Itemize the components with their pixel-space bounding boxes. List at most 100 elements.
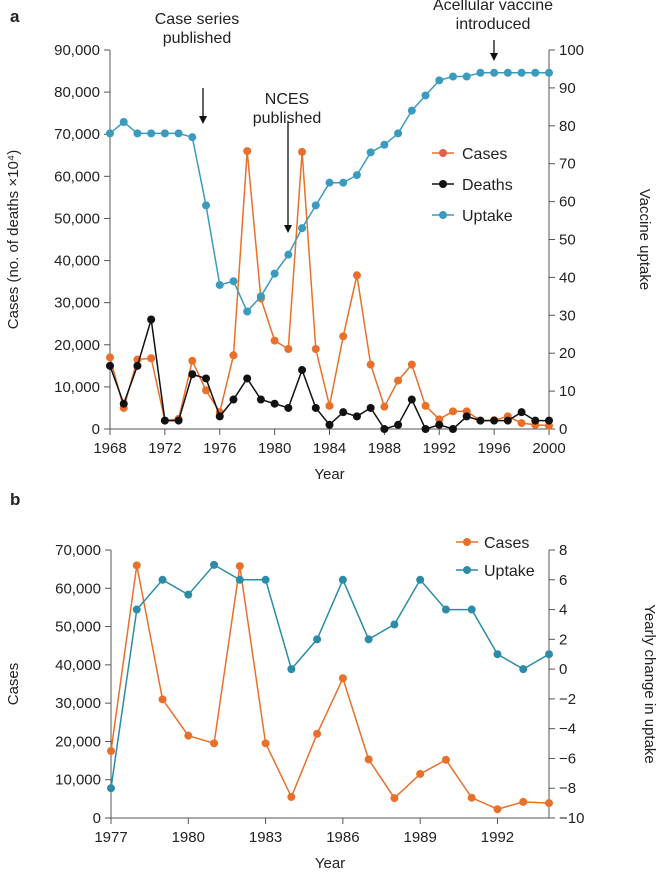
y-right-tick-label: 60: [559, 194, 576, 211]
legend-marker: [463, 538, 471, 546]
data-point-uptake: [119, 118, 128, 127]
data-point-uptake: [158, 575, 167, 584]
y-right-tick-label: 8: [559, 542, 567, 559]
data-point-uptake: [493, 650, 502, 659]
y-right-tick-label: 100: [559, 42, 584, 59]
data-point-uptake: [339, 178, 348, 187]
y-tick-label: 90,000: [54, 42, 100, 59]
legend-label: Cases: [462, 146, 507, 163]
arrow-down-icon: [284, 225, 292, 233]
legend: Cases Uptake: [456, 535, 535, 580]
data-point-deaths: [270, 399, 279, 408]
data-point-deaths: [106, 361, 114, 370]
data-point-uptake: [338, 575, 347, 584]
annotation-text: Case series: [155, 11, 239, 28]
data-point-cases: [106, 353, 114, 362]
data-point-uptake: [106, 129, 114, 138]
y-right-tick-label: 0: [559, 421, 567, 438]
data-point-uptake: [394, 129, 403, 138]
data-point-cases: [366, 360, 375, 369]
data-point-cases: [390, 794, 399, 803]
data-point-cases: [202, 386, 211, 395]
data-point-uptake: [476, 68, 485, 77]
y-axis-label: Cases: [5, 663, 22, 706]
data-point-cases: [517, 419, 526, 428]
data-point-deaths: [503, 416, 512, 425]
x-tick-label: 1986: [326, 829, 359, 846]
data-point-cases: [270, 336, 279, 345]
data-point-deaths: [394, 420, 403, 429]
data-point-uptake: [184, 590, 193, 599]
y-right-tick-label: −6: [559, 750, 576, 767]
arrow-down-icon: [199, 116, 207, 124]
y-tick-label: 30,000: [54, 295, 100, 312]
data-point-cases: [394, 376, 403, 385]
data-point-deaths: [229, 395, 238, 404]
x-tick-label: 1992: [423, 440, 456, 457]
data-point-deaths: [490, 416, 499, 425]
annotation-text: Acellular vaccine: [433, 0, 553, 14]
y-tick-label: 60,000: [55, 580, 101, 597]
data-point-uptake: [366, 148, 375, 157]
y-right-tick-label: −8: [559, 780, 576, 797]
y-right-axis-label: Vaccine uptake: [636, 189, 653, 290]
y-right-tick-label: 0: [559, 661, 567, 678]
data-point-uptake: [284, 250, 293, 259]
data-point-cases: [243, 147, 252, 156]
data-point-deaths: [462, 412, 471, 421]
data-point-deaths: [174, 416, 183, 425]
data-point-cases: [448, 407, 457, 416]
data-point-uptake: [313, 635, 322, 644]
data-point-deaths: [202, 374, 211, 383]
data-point-deaths: [339, 408, 348, 417]
data-point-uptake: [107, 784, 115, 793]
y-right-tick-label: 70: [559, 156, 576, 173]
arrow-down-icon: [490, 53, 498, 61]
series-line-cases: [110, 565, 550, 810]
data-point-deaths: [133, 361, 142, 370]
y-tick-label: 50,000: [55, 619, 101, 636]
data-point-cases: [380, 402, 389, 411]
x-axis-label: Year: [315, 855, 345, 872]
y-tick-label: 0: [92, 421, 100, 438]
data-point-deaths: [421, 425, 430, 433]
data-point-deaths: [435, 420, 444, 429]
series-uptake: [107, 560, 553, 793]
data-point-uptake: [261, 575, 270, 584]
y-tick-label: 20,000: [54, 337, 100, 354]
panel-label: b: [10, 490, 20, 509]
panel-label: a: [10, 7, 20, 26]
data-point-uptake: [235, 575, 244, 584]
data-point-deaths: [119, 399, 128, 408]
data-point-deaths: [366, 403, 375, 412]
data-point-uptake: [421, 91, 430, 100]
y-tick-label: 60,000: [54, 168, 100, 185]
data-point-cases: [298, 147, 307, 156]
data-point-uptake: [160, 129, 169, 138]
data-point-uptake: [174, 129, 183, 138]
data-point-deaths: [311, 403, 320, 412]
data-point-deaths: [531, 416, 540, 425]
data-point-uptake: [215, 280, 224, 289]
data-point-uptake: [467, 605, 476, 614]
data-point-deaths: [215, 412, 224, 421]
legend-marker: [439, 180, 447, 188]
y-right-tick-label: −4: [559, 721, 576, 738]
annotation: NCES published: [253, 91, 321, 233]
x-tick-label: 1980: [258, 440, 291, 457]
y-right-tick-label: 90: [559, 80, 576, 97]
data-point-cases: [352, 271, 361, 280]
data-point-deaths: [517, 408, 526, 417]
data-point-uptake: [531, 68, 540, 77]
y-axis-label: Cases (no. of deaths ×10⁴): [5, 150, 22, 329]
data-point-uptake: [503, 68, 512, 77]
x-tick-label: 1972: [148, 440, 181, 457]
legend-label: Deaths: [462, 177, 513, 194]
data-point-cases: [261, 739, 270, 748]
y-tick-label: 30,000: [55, 695, 101, 712]
data-point-cases: [325, 401, 334, 410]
panel-b: b 0 10,000 20,000 30,000 40,000 50,000 60,000 70…: [5, 490, 658, 872]
series-line-uptake: [110, 563, 550, 789]
y-tick-label: 40,000: [55, 657, 101, 674]
y-tick-label: 70,000: [54, 126, 100, 143]
